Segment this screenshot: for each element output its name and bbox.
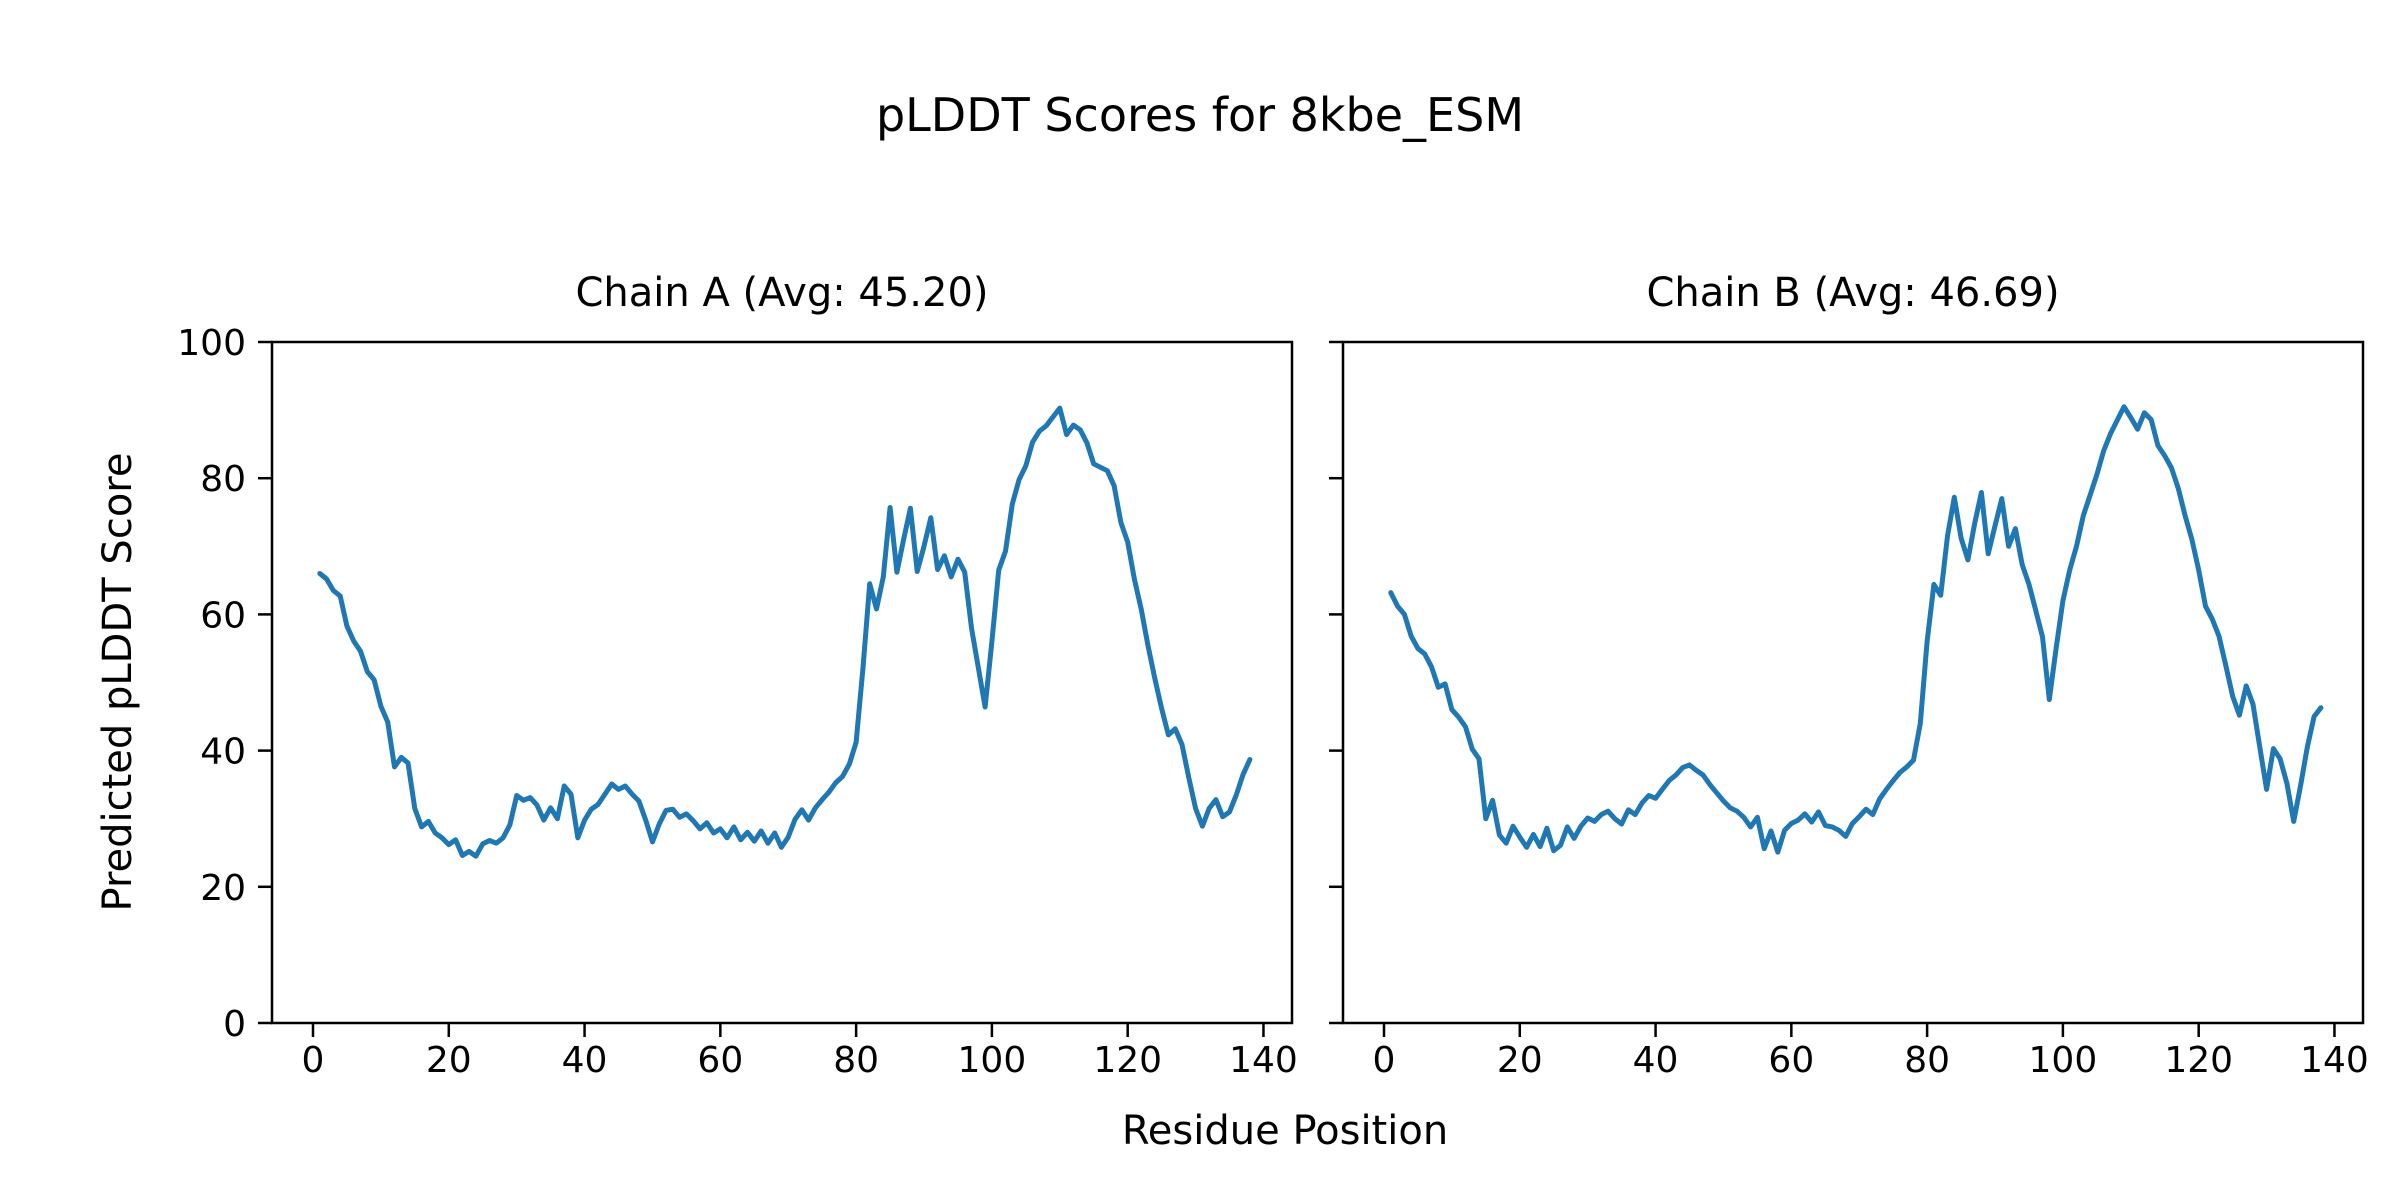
- x-tick-label: 0: [1373, 1040, 1396, 1081]
- plddt-line-chain-a: [317, 405, 1253, 859]
- figure-title: pLDDT Scores for 8kbe_ESM: [875, 88, 1525, 142]
- x-tick-label: 120: [2164, 1040, 2233, 1081]
- x-tick-label: 60: [1768, 1040, 1814, 1081]
- x-tick-label: 100: [958, 1040, 1027, 1081]
- y-tick-label: 80: [200, 459, 246, 500]
- x-tick-label: 140: [1229, 1040, 1298, 1081]
- x-tick-label: 80: [1904, 1040, 1950, 1081]
- y-tick-label: 0: [223, 1004, 246, 1045]
- y-tick-label: 40: [200, 732, 246, 773]
- subplot-title-chain-b: Chain B (Avg: 46.69): [1646, 270, 2060, 316]
- x-tick-label: 100: [2029, 1040, 2098, 1081]
- subplot-title-chain-a: Chain A (Avg: 45.20): [575, 270, 989, 316]
- x-tick-label: 0: [302, 1040, 325, 1081]
- y-tick-label: 100: [177, 323, 246, 364]
- x-tick-label: 40: [1633, 1040, 1679, 1081]
- axes-chain-a: 0 20 40 60 80 100 120 140 0 20 40 60 80 100: [177, 323, 1298, 1081]
- axes-chain-b: 0 20 40 60 80 100 120 140: [1329, 340, 2369, 1081]
- x-tick-label: 20: [426, 1040, 472, 1081]
- y-tick-label: 20: [200, 868, 246, 909]
- x-tick-label: 140: [2300, 1040, 2369, 1081]
- x-tick-label: 80: [833, 1040, 879, 1081]
- x-tick-label: 120: [1093, 1040, 1162, 1081]
- x-axis-label: Residue Position: [1121, 1108, 1449, 1154]
- x-tick-label: 60: [697, 1040, 743, 1081]
- plddt-line-chain-b: [1388, 404, 2324, 855]
- y-tick-label: 60: [200, 595, 246, 636]
- x-tick-label: 20: [1497, 1040, 1543, 1081]
- x-tick-label: 40: [562, 1040, 608, 1081]
